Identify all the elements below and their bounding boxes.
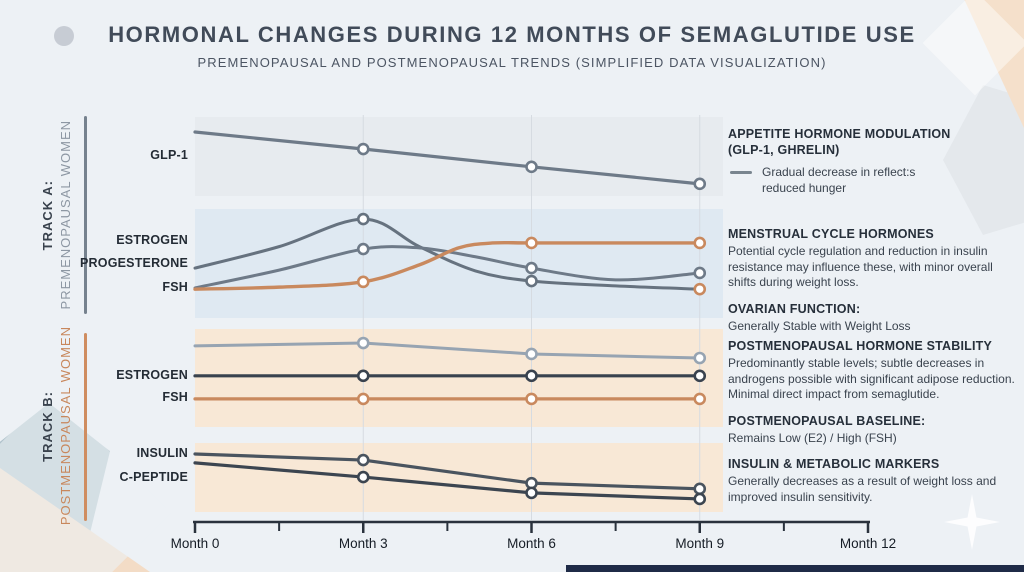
track-b-rail bbox=[84, 333, 87, 521]
series-label-fsh-pre: FSH bbox=[162, 280, 188, 294]
annotation-title-line1: APPETITE HORMONE MODULATION bbox=[728, 127, 951, 141]
series-label-insulin: INSULIN bbox=[136, 446, 188, 460]
legend-line1: Gradual decrease in reflect:s bbox=[762, 165, 916, 179]
marker-insulin-m9 bbox=[693, 482, 707, 496]
legend-line2: reduced hunger bbox=[762, 180, 847, 195]
marker-androgens-post-m3 bbox=[356, 336, 370, 350]
x-axis-label-2: Month 6 bbox=[507, 536, 556, 551]
marker-progesterone-pre-m3 bbox=[356, 242, 370, 256]
marker-androgens-post-m6 bbox=[525, 347, 538, 361]
marker-fsh-post-m3 bbox=[356, 392, 370, 406]
x-axis-label-3: Month 9 bbox=[675, 536, 725, 551]
marker-androgens-post-m9 bbox=[693, 351, 707, 365]
annotation-title: INSULIN & METABOLIC MARKERS bbox=[728, 457, 940, 471]
line-androgens-post bbox=[193, 341, 702, 360]
x-axis-label-4: Month 12 bbox=[839, 536, 897, 551]
line-fsh-pre bbox=[193, 240, 702, 291]
line-swatch-icon bbox=[730, 171, 752, 174]
marker-glp1-m6 bbox=[525, 160, 538, 174]
series-label-fsh-post: FSH bbox=[162, 390, 188, 404]
series-label-estrogen-post: ESTROGEN bbox=[116, 368, 188, 382]
marker-estrogen-pre-m3 bbox=[356, 212, 370, 226]
glp1-legend: Gradual decrease in reflect:s reduced hu… bbox=[728, 165, 1020, 196]
series-label-estrogen-pre: ESTROGEN bbox=[116, 233, 188, 247]
marker-insulin-m3 bbox=[356, 453, 370, 467]
marker-estrogen-pre-m9 bbox=[693, 282, 707, 296]
x-axis-label-1: Month 3 bbox=[338, 536, 388, 551]
marker-fsh-pre-m6 bbox=[525, 236, 538, 250]
annotation-title: POSTMENOPAUSAL HORMONE STABILITY bbox=[728, 339, 993, 353]
annotation-body: Generally decreases as a result of weigh… bbox=[728, 474, 997, 504]
line-glp1 bbox=[193, 130, 702, 186]
marker-estrogen-post-m9 bbox=[693, 369, 707, 383]
marker-estrogen-post-m6 bbox=[525, 369, 538, 383]
line-insulin bbox=[193, 452, 702, 491]
annotation-subtitle-body: Remains Low (E2) / High (FSH) bbox=[728, 430, 897, 445]
annotation-subtitle: OVARIAN FUNCTION: bbox=[728, 301, 861, 316]
marker-glp1-m9 bbox=[693, 177, 707, 191]
annotation-title: MENSTRUAL CYCLE HORMONES bbox=[728, 227, 934, 241]
annotation-appetite: APPETITE HORMONE MODULATION (GLP-1, GHRE… bbox=[728, 126, 1020, 196]
marker-c-peptide-m9 bbox=[693, 492, 707, 506]
marker-progesterone-pre-m9 bbox=[693, 266, 707, 280]
marker-fsh-pre-m9 bbox=[693, 236, 707, 250]
marker-c-peptide-m3 bbox=[356, 470, 370, 484]
marker-fsh-pre-m3 bbox=[356, 275, 370, 289]
band-appetite-hormones bbox=[195, 117, 723, 196]
annotation-subtitle-body: Generally Stable with Weight Loss bbox=[728, 318, 911, 333]
track-a-rail bbox=[84, 116, 87, 314]
x-axis-label-0: Month 0 bbox=[170, 536, 220, 551]
marker-estrogen-pre-m6 bbox=[525, 274, 538, 288]
line-estrogen-pre bbox=[193, 217, 702, 291]
annotation-body: Potential cycle regulation and reduction… bbox=[728, 244, 993, 290]
marker-progesterone-pre-m6 bbox=[525, 261, 538, 275]
line-c-peptide bbox=[193, 461, 702, 501]
header: HORMONAL CHANGES DURING 12 MONTHS OF SEM… bbox=[0, 22, 1024, 70]
page-subtitle: PREMENOPAUSAL AND POSTMENOPAUSAL TRENDS … bbox=[197, 55, 827, 70]
annotation-title: APPETITE HORMONE MODULATION (GLP-1, GHRE… bbox=[728, 126, 1020, 158]
annotation-postmenopausal: POSTMENOPAUSAL HORMONE STABILITY Predomi… bbox=[728, 338, 1020, 446]
marker-c-peptide-m6 bbox=[525, 486, 538, 500]
annotation-subtitle: POSTMENOPAUSAL BASELINE: bbox=[728, 413, 926, 428]
marker-estrogen-post-m3 bbox=[356, 369, 370, 383]
annotation-menstrual: MENSTRUAL CYCLE HORMONES Potential cycle… bbox=[728, 226, 1020, 334]
marker-glp1-m3 bbox=[356, 142, 370, 156]
series-label-progesterone-pre: PROGESTERONE bbox=[80, 256, 188, 270]
series-label-glp1: GLP-1 bbox=[150, 148, 188, 162]
series-label-c-peptide: C-PEPTIDE bbox=[119, 470, 188, 484]
marker-fsh-post-m9 bbox=[693, 392, 707, 406]
band-metabolic-markers bbox=[195, 443, 723, 512]
marker-fsh-post-m6 bbox=[525, 392, 538, 406]
page-title: HORMONAL CHANGES DURING 12 MONTHS OF SEM… bbox=[108, 22, 916, 47]
annotation-insulin: INSULIN & METABOLIC MARKERS Generally de… bbox=[728, 456, 1020, 505]
annotation-body: Predominantly stable levels; subtle decr… bbox=[728, 356, 1015, 402]
annotation-title-line2: (GLP-1, GHRELIN) bbox=[728, 143, 840, 157]
legend-text: Gradual decrease in reflect:s reduced hu… bbox=[762, 165, 915, 196]
